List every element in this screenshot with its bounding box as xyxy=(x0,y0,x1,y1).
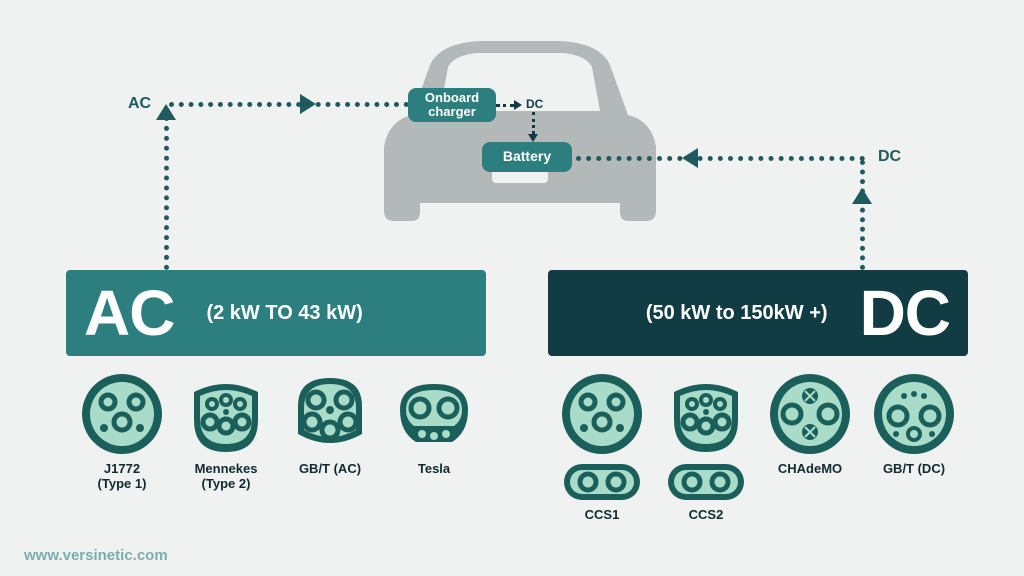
gbt-ac-label: GB/T (AC) xyxy=(288,462,372,477)
connector-gbt-dc: GB/T (DC) xyxy=(872,372,956,477)
tesla-icon xyxy=(392,372,476,456)
connector-j1772: J1772 (Type 1) xyxy=(80,372,164,492)
ac-path-horizontal xyxy=(169,102,409,107)
charger-to-dc-h xyxy=(496,104,514,107)
dc-flow-label: DC xyxy=(878,148,901,166)
battery-node: Battery xyxy=(482,142,572,172)
gbt-dc-icon xyxy=(872,372,956,456)
j1772-label: J1772 (Type 1) xyxy=(80,462,164,492)
ccs1-top-icon xyxy=(560,372,644,456)
connector-ccs1: CCS1 xyxy=(560,372,644,523)
connector-gbt-ac: GB/T (AC) xyxy=(288,372,372,477)
ccs2-top-icon xyxy=(664,372,748,456)
connector-mennekes: Mennekes (Type 2) xyxy=(184,372,268,492)
dc-path-horizontal xyxy=(576,156,865,161)
battery-label: Battery xyxy=(503,149,551,164)
ac-title: AC xyxy=(66,276,192,350)
watermark: www.versinetic.com xyxy=(24,547,168,564)
ac-range: (2 kW TO 43 kW) xyxy=(192,302,376,325)
dc-title: DC xyxy=(842,276,968,350)
connector-chademo: CHAdeMO xyxy=(768,372,852,477)
dc-arrow-left xyxy=(682,148,698,168)
car-silhouette xyxy=(380,35,660,240)
ccs2-bottom-icon xyxy=(664,462,748,502)
chademo-icon xyxy=(768,372,852,456)
gbt-ac-icon xyxy=(288,372,372,456)
connector-ccs2: CCS2 xyxy=(664,372,748,523)
dc-to-battery-arrow xyxy=(528,134,538,142)
ccs2-label: CCS2 xyxy=(664,508,748,523)
ac-flow-label: AC xyxy=(128,95,151,113)
gbt-dc-label: GB/T (DC) xyxy=(872,462,956,477)
j1772-icon xyxy=(80,372,164,456)
mennekes-label: Mennekes (Type 2) xyxy=(184,462,268,492)
dc-to-battery-v xyxy=(532,112,535,134)
ccs1-bottom-icon xyxy=(560,462,644,502)
diagram-stage: AC Onboard charger DC Battery DC AC (2 k… xyxy=(0,0,1024,576)
dc-arrow-up xyxy=(852,188,872,204)
connector-tesla: Tesla xyxy=(392,372,476,477)
onboard-charger-label: Onboard charger xyxy=(425,91,479,120)
internal-dc-label: DC xyxy=(526,97,543,111)
dc-path-vertical xyxy=(860,160,865,270)
charger-to-dc-arrow xyxy=(514,100,522,110)
ac-arrow-right-mid xyxy=(300,94,316,114)
tesla-label: Tesla xyxy=(392,462,476,477)
ac-header-bar: AC (2 kW TO 43 kW) xyxy=(66,270,486,356)
ac-path-vertical xyxy=(164,116,169,270)
chademo-label: CHAdeMO xyxy=(768,462,852,477)
ccs1-label: CCS1 xyxy=(560,508,644,523)
dc-range: (50 kW to 150kW +) xyxy=(632,302,842,325)
dc-header-bar: (50 kW to 150kW +) DC xyxy=(548,270,968,356)
mennekes-icon xyxy=(184,372,268,456)
onboard-charger-node: Onboard charger xyxy=(408,88,496,122)
